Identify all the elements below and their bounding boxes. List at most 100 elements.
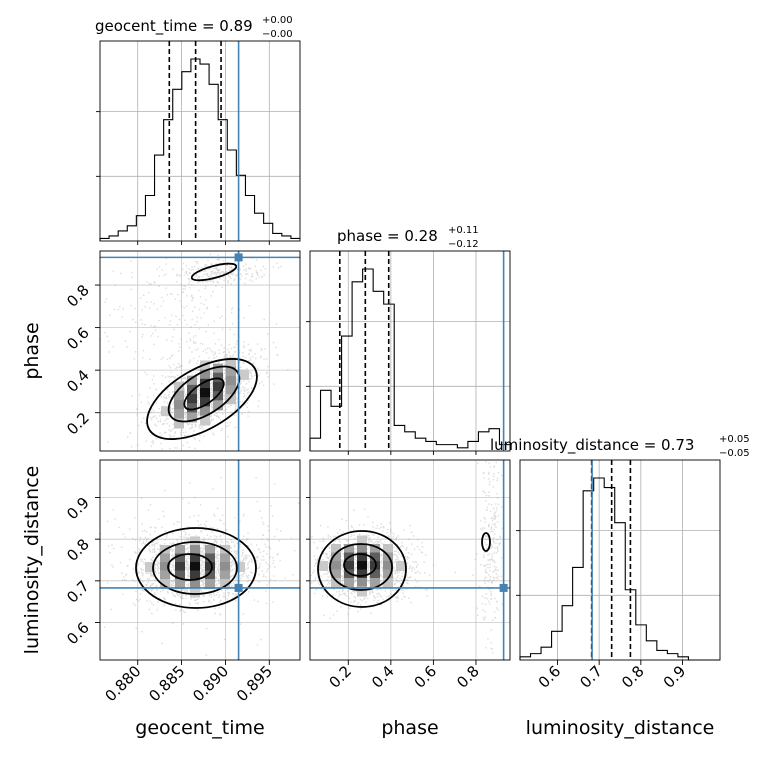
ylabel-phase: phase — [21, 322, 43, 379]
density-cell — [344, 561, 354, 571]
density-cell — [175, 562, 185, 572]
density-cell — [235, 562, 245, 572]
density-cell — [187, 375, 197, 386]
density-cell — [370, 552, 380, 563]
truth-marker — [234, 583, 243, 592]
title-geocent-time: geocent_time = 0.89 — [95, 17, 253, 36]
density-cell — [213, 363, 223, 374]
density-cell — [331, 578, 341, 588]
density-cell — [174, 409, 184, 420]
contour-1 — [152, 541, 238, 595]
contour-3 — [190, 262, 238, 282]
density-cell — [213, 400, 223, 411]
density-cell — [200, 406, 210, 417]
panel-2d-geocent-time-luminosity-distance — [100, 460, 300, 660]
xtick-label-luminosity_distance-0: 0.6 — [535, 662, 565, 692]
ytick-label-phase-2: 0.6 — [63, 324, 93, 354]
density-cell — [396, 561, 406, 571]
panel-hist-luminosity-distance — [519, 460, 720, 661]
density-cell — [357, 586, 367, 597]
xtick-label-geocent_time-0: 0.880 — [101, 662, 144, 705]
title-geocent-time-plus: +0.00 — [262, 15, 293, 26]
density-cell — [187, 394, 197, 405]
density-cell — [239, 369, 249, 380]
panel-frame-2 — [519, 459, 721, 661]
density-cell — [190, 545, 200, 555]
ytick-label-phase-3: 0.8 — [63, 281, 93, 311]
contour-1 — [167, 365, 241, 423]
ytick-label-luminosity_distance-1: 0.7 — [63, 577, 93, 607]
ytick-label-phase-1: 0.4 — [63, 366, 93, 396]
density-cell — [190, 579, 200, 589]
density-cell — [357, 561, 367, 571]
panel-frame-3 — [99, 250, 301, 452]
density-cell — [160, 579, 170, 589]
density-cell — [220, 553, 230, 564]
density-cell — [175, 579, 185, 589]
ylabel-luminosity-distance: luminosity_distance — [21, 466, 43, 655]
density-cell — [383, 552, 393, 563]
panel-hist-geocent-time — [99, 41, 300, 241]
density-cell — [174, 390, 184, 401]
density-cell — [190, 562, 200, 572]
density-cell — [331, 569, 341, 580]
histogram-luminosity_distance — [519, 477, 720, 661]
truth-marker — [499, 583, 508, 592]
xtick-label-luminosity_distance-1: 0.7 — [576, 662, 606, 692]
density-cell — [370, 569, 380, 580]
density-cell — [357, 552, 367, 563]
density-cell — [370, 578, 380, 588]
contour-0 — [167, 553, 213, 581]
density-cell — [226, 375, 236, 386]
density-cell — [220, 579, 230, 589]
density-cell — [331, 561, 341, 571]
density-cell — [344, 544, 354, 554]
density-cell — [205, 570, 215, 581]
density-cell — [160, 570, 170, 581]
contour-0 — [343, 553, 377, 577]
xtick-label-phase-2: 0.6 — [411, 662, 441, 692]
ytick-label-luminosity_distance-0: 0.6 — [63, 619, 93, 649]
xlabel-geocent-time: geocent_time — [135, 717, 264, 739]
density-cell — [205, 562, 215, 572]
density-cell — [357, 569, 367, 580]
density-cell — [344, 578, 354, 588]
panel-frame-5 — [309, 459, 511, 661]
density-cell — [318, 561, 328, 571]
panel-frame-4 — [99, 459, 301, 661]
density-cell — [160, 562, 170, 572]
title-phase: phase = 0.28 — [337, 227, 438, 245]
density-cell — [174, 381, 184, 392]
density-cell — [187, 403, 197, 414]
density-cell — [226, 394, 236, 405]
xlabel-phase: phase — [381, 717, 438, 739]
panel-frame-0 — [99, 40, 301, 242]
density-cell — [200, 397, 210, 408]
density-cell — [205, 579, 215, 589]
density-cell — [357, 535, 367, 546]
density-cell — [226, 385, 236, 396]
density-cell — [226, 357, 236, 368]
density-cell — [383, 578, 393, 588]
panel-2d-geocent-time-phase — [100, 251, 300, 451]
density-cell — [220, 562, 230, 572]
density-cell — [187, 412, 197, 423]
density-cell — [205, 545, 215, 555]
ytick-label-luminosity_distance-2: 0.8 — [63, 535, 93, 565]
density-cell — [370, 561, 380, 571]
density-cell — [200, 388, 210, 398]
xtick-label-luminosity_distance-3: 0.9 — [660, 662, 690, 692]
density-cell — [190, 587, 200, 598]
density-cell — [161, 406, 171, 417]
density-cell — [383, 569, 393, 580]
density-cell — [383, 544, 393, 554]
histogram-phase — [309, 268, 510, 451]
contour-2 — [146, 358, 258, 440]
density-cell — [226, 366, 236, 377]
xtick-label-geocent_time-3: 0.895 — [233, 662, 276, 705]
density-cell — [357, 544, 367, 554]
ytick-label-luminosity_distance-3: 0.9 — [63, 494, 93, 524]
title-phase-minus: −0.12 — [448, 239, 479, 250]
xtick-label-phase-3: 0.8 — [453, 662, 483, 692]
density-cell — [200, 369, 210, 380]
